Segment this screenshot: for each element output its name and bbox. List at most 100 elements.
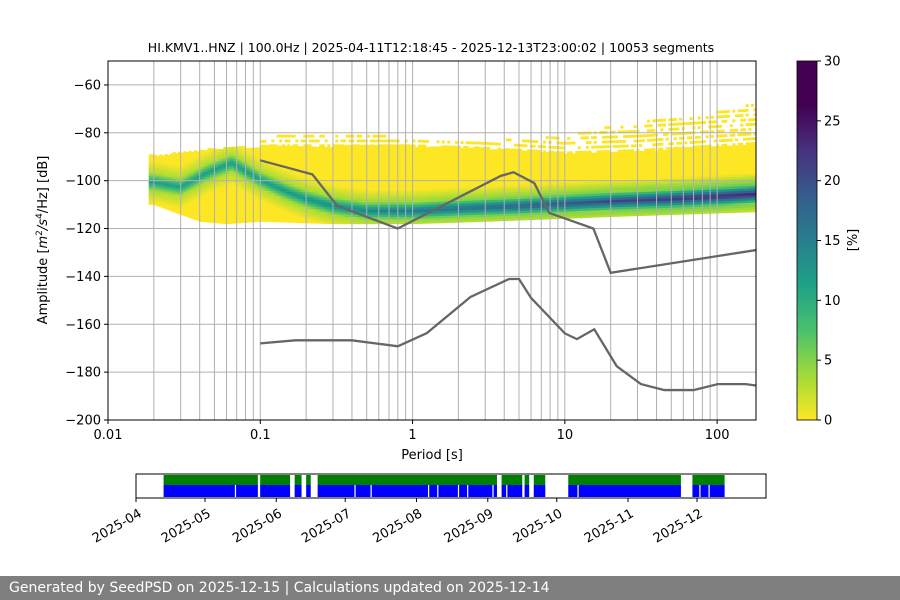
psd-cell [303, 210, 307, 214]
psd-cell [199, 209, 203, 213]
psd-cell [471, 171, 475, 175]
psd-cell [297, 167, 301, 171]
psd-cell [436, 187, 440, 190]
psd-cell [183, 201, 187, 205]
psd-cell [244, 169, 248, 173]
psd-cell [420, 199, 424, 203]
psd-sparse-cell [305, 144, 309, 148]
psd-cell [148, 175, 152, 179]
psd-cell [401, 195, 405, 198]
psd-sparse-cell [391, 139, 395, 143]
psd-cell [356, 187, 360, 191]
psd-cell [148, 154, 152, 158]
psd-cell [388, 161, 392, 165]
psd-cell [500, 199, 504, 202]
psd-cell [519, 162, 523, 166]
psd-cell [481, 171, 485, 174]
psd-cell [308, 146, 312, 150]
psd-cell [412, 156, 416, 160]
psd-cell [271, 202, 275, 206]
psd-cell [183, 175, 187, 178]
psd-cell [436, 153, 440, 157]
psd-sparse-cell [561, 146, 565, 150]
psd-cell [479, 211, 483, 215]
psd-cell [321, 221, 325, 224]
psd-cell [417, 180, 421, 184]
psd-cell [265, 214, 269, 218]
psd-cell [249, 190, 254, 194]
psd-cell [209, 215, 214, 218]
psd-cell [511, 158, 515, 161]
psd-cell [377, 149, 381, 153]
psd-cell [231, 173, 235, 176]
psd-cell [473, 214, 477, 218]
psd-cell [209, 200, 214, 204]
psd-cell [564, 184, 568, 188]
psd-cell [564, 192, 568, 195]
psd-cell [268, 185, 272, 189]
psd-cell [351, 192, 355, 196]
psd-cell [316, 194, 320, 198]
psd-cell [217, 158, 222, 162]
psd-cell [455, 219, 459, 223]
psd-cell [263, 164, 267, 167]
psd-cell [465, 202, 469, 206]
psd-cell [359, 161, 363, 165]
psd-cell [207, 167, 211, 170]
psd-cell [359, 178, 363, 182]
psd-cell [268, 147, 272, 151]
psd-cell [249, 152, 254, 156]
psd-cell [561, 199, 565, 203]
psd-cell [303, 167, 307, 171]
psd-cell [561, 206, 565, 210]
psd-cell [391, 190, 395, 194]
psd-cell [444, 148, 448, 152]
psd-cell [535, 164, 539, 168]
psd-cell [492, 194, 496, 198]
psd-cell [297, 205, 301, 209]
psd-cell [188, 157, 192, 161]
psd-cell [351, 147, 355, 150]
psd-cell [388, 206, 392, 210]
psd-cell [193, 155, 198, 158]
psd-cell [162, 205, 166, 209]
psd-cell [185, 197, 190, 201]
psd-cell [468, 152, 472, 156]
psd-cell [425, 189, 429, 193]
psd-cell [305, 206, 309, 209]
psd-cell [284, 188, 288, 192]
psd-cell [172, 166, 176, 170]
psd-cell [217, 151, 222, 155]
psd-cell [417, 178, 421, 181]
psd-cell [372, 144, 376, 148]
psd-cell [228, 185, 232, 188]
psd-cell [463, 207, 467, 211]
psd-cell [289, 150, 293, 154]
psd-cell [519, 203, 523, 207]
psd-sparse-cell [359, 134, 363, 138]
psd-cell [329, 199, 333, 203]
psd-sparse-cell [303, 144, 307, 148]
psd-cell [460, 147, 464, 151]
psd-cell [383, 214, 387, 217]
psd-cell [455, 184, 459, 187]
psd-cell [436, 177, 440, 181]
psd-cell [431, 187, 435, 190]
psd-cell [239, 162, 243, 166]
psd-cell [156, 201, 160, 205]
psd-cell [353, 147, 357, 150]
psd-cell [471, 190, 475, 194]
psd-cell [524, 160, 528, 163]
psd-cell [447, 205, 451, 209]
psd-cell [361, 171, 365, 174]
psd-cell [420, 156, 424, 160]
psd-sparse-cell [369, 139, 373, 143]
psd-cell [252, 185, 256, 189]
psd-cell [492, 149, 496, 153]
psd-cell [231, 180, 235, 184]
psd-cell [465, 209, 469, 213]
psd-cell [511, 177, 515, 181]
psd-cell [353, 149, 357, 153]
psd-cell [281, 157, 285, 161]
psd-cell [228, 209, 232, 212]
